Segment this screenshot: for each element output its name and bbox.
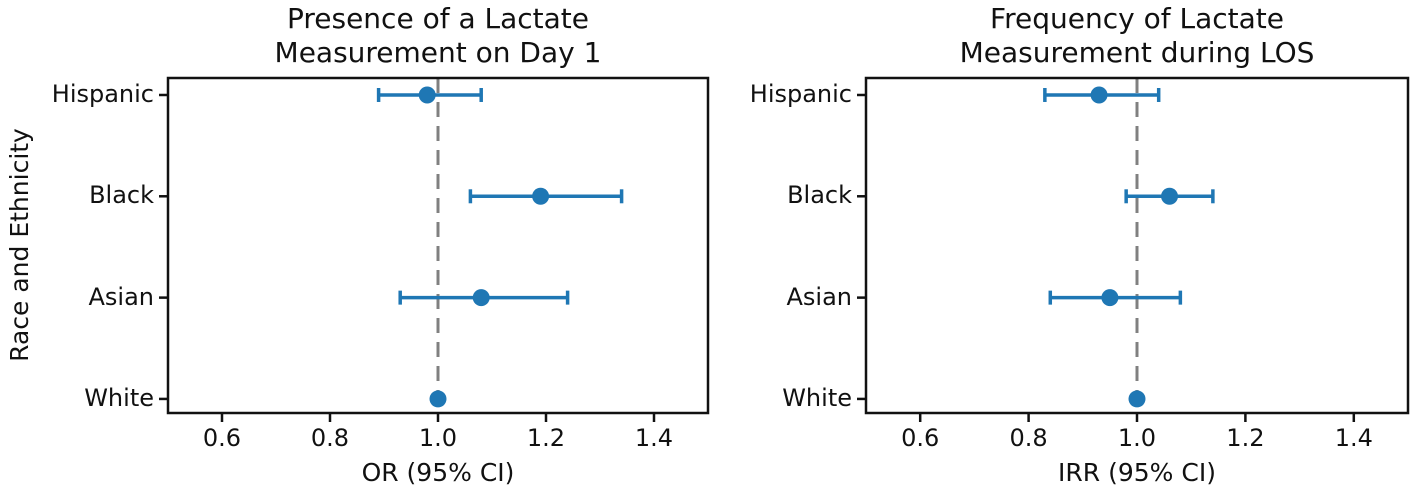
plot-area-presence xyxy=(159,76,710,422)
panel-title-presence-line1: Presence of a Lactate xyxy=(286,2,590,35)
category-label-asian: Asian xyxy=(786,282,852,311)
x-tick-label: 1.4 xyxy=(1334,424,1373,452)
estimate-marker xyxy=(429,390,447,408)
x-axis-label-presence: OR (95% CI) xyxy=(361,458,515,487)
x-tick-label: 1.0 xyxy=(418,424,458,452)
estimate-marker xyxy=(532,187,550,205)
panel-title-frequency-line2: Measurement during LOS xyxy=(959,36,1315,69)
panel-title-frequency-line1: Frequency of Lactate xyxy=(990,2,1284,35)
x-tick-label: 0.6 xyxy=(202,424,242,452)
category-label-white: White xyxy=(84,383,154,412)
y-axis-label: Race and Ethnicity xyxy=(5,128,34,362)
category-label-hispanic: Hispanic xyxy=(51,79,154,108)
x-tick-label: 1.2 xyxy=(526,424,566,452)
x-tick-label: 0.8 xyxy=(1009,424,1048,452)
panel-title-frequency: Frequency of Lactate Measurement during … xyxy=(866,2,1408,70)
plot-area-frequency xyxy=(857,76,1410,422)
estimate-marker xyxy=(418,86,436,104)
estimate-marker xyxy=(1090,86,1108,104)
category-label-asian: Asian xyxy=(88,282,154,311)
category-label-black: Black xyxy=(89,181,154,210)
estimate-marker xyxy=(1128,390,1146,408)
category-label-black: Black xyxy=(787,181,852,210)
x-tick-label: 1.4 xyxy=(634,424,674,452)
panel-title-presence: Presence of a Lactate Measurement on Day… xyxy=(168,2,708,70)
x-tick-label: 1.0 xyxy=(1117,424,1157,452)
category-label-white: White xyxy=(782,383,852,412)
estimate-marker xyxy=(472,289,490,307)
axes-box xyxy=(166,76,710,415)
x-tick-label: 0.8 xyxy=(310,424,350,452)
category-label-hispanic: Hispanic xyxy=(749,79,852,108)
x-tick-label: 0.6 xyxy=(901,424,940,452)
panel-title-presence-line2: Measurement on Day 1 xyxy=(274,36,602,69)
estimate-marker xyxy=(1161,187,1179,205)
axes-box xyxy=(864,76,1410,415)
estimate-marker xyxy=(1101,289,1119,307)
x-axis-label-frequency: IRR (95% CI) xyxy=(1058,458,1216,487)
x-tick-label: 1.2 xyxy=(1226,424,1265,452)
